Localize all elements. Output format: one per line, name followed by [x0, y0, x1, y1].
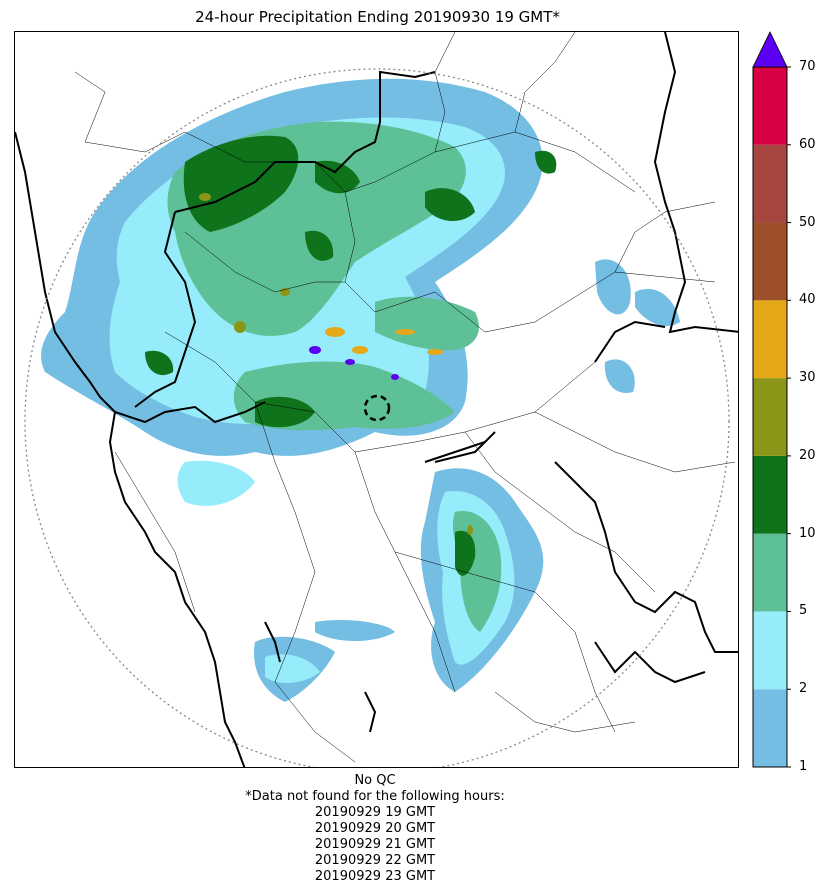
precip-cell [309, 346, 321, 354]
precip-cyan-area [265, 654, 320, 684]
precip-green-area [183, 135, 299, 232]
missing-hour: 20190929 20 GMT [314, 821, 436, 836]
colorbar-segment [753, 300, 787, 379]
heavy-precip-cells [199, 193, 473, 535]
precip-green-area [535, 150, 557, 174]
state-border-lower [114, 401, 266, 424]
precip-cell [199, 193, 211, 201]
chart-title: 24-hour Precipitation Ending 20190930 19… [195, 8, 560, 26]
state-border-southwest [264, 621, 281, 663]
precip-cell [395, 329, 415, 335]
precip-cell [391, 374, 399, 380]
colorbar-tick-label: 2 [799, 681, 808, 697]
precip-green-area [305, 230, 334, 261]
precip-light-area [635, 288, 680, 327]
state-border-middle [594, 320, 666, 363]
colorbar-segment [753, 611, 787, 690]
precip-light-area [604, 359, 635, 393]
precip-cell [427, 349, 443, 355]
precip-green-area [455, 530, 476, 576]
radar-site-marker [363, 394, 391, 422]
state-border-east [653, 32, 738, 334]
precip-cell [234, 321, 246, 333]
precip-light-area [595, 259, 631, 315]
colorbar [752, 31, 791, 768]
colorbar-tick-label: 20 [799, 447, 816, 463]
colorbar-tick-label: 10 [799, 525, 816, 541]
missing-hour: 20190929 19 GMT [314, 805, 436, 820]
colorbar-segment [753, 222, 787, 301]
precip-cell [280, 288, 290, 296]
colorbar-tick-label: 30 [799, 370, 816, 386]
footer-notes: No QC *Data not found for the following … [0, 773, 750, 885]
colorbar-tick-label: 50 [799, 214, 816, 230]
state-border-bottom [364, 691, 377, 733]
precip-green-area [145, 350, 174, 376]
precip-cell [467, 525, 473, 535]
missing-hour: 20190929 23 GMT [314, 869, 436, 884]
precip-light-area [315, 620, 395, 641]
colorbar-outline [752, 66, 788, 768]
colorbar-segment [753, 689, 787, 767]
state-border-south [594, 641, 706, 684]
precip-cell [325, 327, 345, 337]
state-border-west-inland [134, 211, 197, 408]
state-border-south-east [424, 431, 496, 463]
colorbar-tick-label: 70 [799, 59, 816, 74]
precip-green-area [425, 188, 475, 222]
colorbar-segment [753, 378, 787, 456]
precip-green-area [315, 160, 360, 194]
colorbar-segments [753, 67, 787, 767]
precip-cell [352, 346, 368, 354]
missing-hour: 20190929 21 GMT [314, 837, 436, 852]
missing-data-note: *Data not found for the following hours: [245, 789, 505, 804]
state-border-central [554, 461, 738, 653]
qc-status: No QC [354, 773, 396, 788]
colorbar-tick-label: 60 [799, 136, 816, 152]
colorbar-tick-label: 5 [799, 603, 808, 619]
radar-map[interactable] [14, 31, 739, 768]
colorbar-tick-label: 40 [799, 292, 816, 308]
colorbar-extend-arrow [752, 31, 788, 68]
west-coastline [15, 131, 246, 767]
colorbar-segment [753, 455, 787, 534]
colorbar-tick-label: 1 [799, 759, 808, 774]
district-boundaries [74, 32, 736, 763]
state-border-north [174, 70, 436, 213]
state-boundaries [15, 32, 738, 767]
missing-hour: 20190929 22 GMT [314, 853, 436, 868]
precip-cyan-area [177, 460, 255, 506]
precipitation-layer [41, 78, 680, 702]
precip-teal-area [375, 296, 479, 351]
colorbar-segment [753, 144, 787, 223]
radar-map-canvas [15, 32, 738, 767]
radar-range-ring [24, 68, 730, 767]
colorbar-segment [753, 67, 787, 145]
colorbar-segment [753, 533, 787, 612]
precip-cell [345, 359, 355, 365]
